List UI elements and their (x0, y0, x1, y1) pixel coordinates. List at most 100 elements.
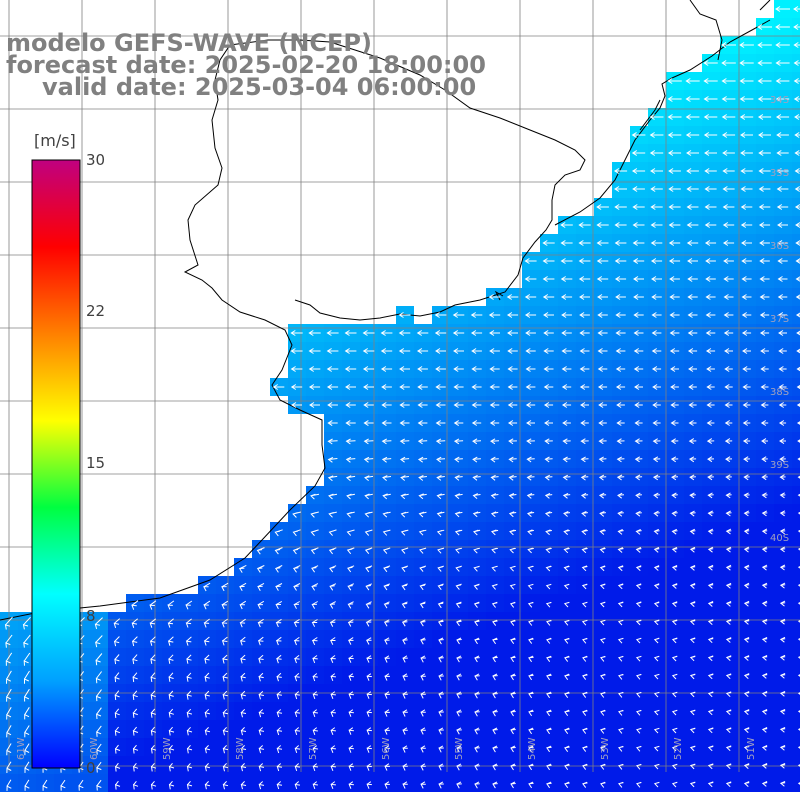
wind-arrow (688, 420, 697, 426)
wind-arrow (204, 745, 211, 754)
wind-arrow (599, 619, 606, 626)
wind-arrow (168, 708, 174, 718)
wind-arrow (668, 258, 681, 264)
wind-arrow (707, 709, 714, 716)
wind-arrow (436, 529, 445, 536)
wind-arrow (759, 294, 770, 300)
wind-arrow (600, 745, 606, 752)
wind-arrow (615, 384, 626, 390)
wind-arrow (668, 222, 681, 228)
wind-arrow (149, 636, 156, 646)
wind-arrow (779, 474, 786, 481)
wind-arrow (653, 763, 660, 770)
wind-arrow (649, 114, 664, 120)
wind-arrow (742, 402, 751, 408)
wind-arrow (276, 727, 283, 736)
wind-arrow (509, 601, 516, 608)
wind-arrow (348, 763, 354, 771)
wind-arrow (292, 529, 301, 537)
wind-arrow (706, 438, 715, 445)
wind-arrow (114, 744, 121, 754)
wind-arrow (667, 114, 682, 120)
wind-arrow (345, 456, 356, 463)
wind-arrow (401, 565, 409, 573)
wind-arrow (509, 547, 516, 554)
wind-arrow (779, 726, 786, 733)
wind-arrow (204, 654, 210, 664)
wind-arrow (725, 709, 732, 716)
wind-arrow (401, 583, 408, 591)
wind-arrow (777, 276, 788, 282)
wind-arrow (506, 312, 519, 318)
longitude-label: 52W (673, 737, 684, 760)
wind-arrow (759, 312, 770, 318)
wind-arrow (6, 761, 12, 774)
wind-arrow (114, 726, 121, 736)
wind-arrow (256, 565, 265, 573)
wind-speed-cell (792, 432, 800, 450)
wind-arrow (311, 565, 319, 573)
wind-arrow (722, 222, 735, 228)
wind-arrow (668, 240, 681, 246)
wind-arrow (420, 637, 426, 645)
wind-arrow (491, 601, 498, 608)
wind-arrow (474, 691, 480, 699)
wind-arrow (492, 619, 498, 626)
wind-arrow (294, 709, 301, 718)
wind-arrow (78, 779, 84, 791)
wind-arrow (525, 348, 536, 354)
wind-arrow (222, 708, 229, 718)
wind-arrow (636, 763, 642, 770)
wind-arrow (276, 709, 283, 718)
wind-arrow (492, 673, 498, 681)
wind-arrow (703, 132, 718, 138)
wind-arrow (757, 78, 772, 84)
wind-arrow (274, 565, 283, 573)
wind-arrow (703, 60, 718, 66)
wind-arrow (616, 420, 625, 426)
wind-arrow (543, 330, 554, 336)
wind-arrow (344, 330, 357, 336)
wind-arrow (311, 619, 318, 627)
wind-arrow (526, 420, 535, 426)
wind-arrow (366, 691, 372, 699)
wind-arrow (348, 727, 354, 735)
wind-arrow (633, 348, 644, 354)
wind-arrow (347, 619, 354, 627)
wind-arrow (330, 655, 336, 663)
wind-arrow (689, 492, 696, 499)
wind-arrow (581, 529, 588, 535)
wind-arrow (795, 276, 800, 282)
wind-arrow (435, 438, 446, 445)
wind-arrow (669, 330, 680, 336)
wind-arrow (132, 672, 138, 683)
wind-arrow (564, 781, 570, 788)
wind-arrow (634, 402, 643, 408)
wind-arrow (668, 168, 681, 174)
wind-arrow (743, 781, 750, 787)
wind-speed-cell (792, 594, 800, 612)
wind-arrow (652, 420, 661, 426)
wind-arrow (635, 510, 642, 517)
wind-arrow (456, 673, 462, 681)
wind-arrow (635, 619, 642, 626)
wind-arrow (528, 763, 534, 771)
wind-arrow (616, 438, 625, 445)
wind-arrow (671, 745, 678, 752)
wind-arrow (779, 654, 786, 661)
wind-arrow (686, 168, 699, 174)
wind-arrow (274, 529, 283, 537)
wind-arrow (797, 493, 800, 497)
wind-arrow (671, 601, 678, 607)
wind-arrow (651, 330, 662, 336)
wind-arrow (310, 493, 320, 500)
wind-arrow (363, 438, 374, 445)
wind-arrow (204, 672, 210, 682)
wind-arrow (437, 583, 444, 591)
wind-arrow (689, 510, 696, 517)
wind-arrow (528, 673, 534, 681)
wind-arrow (563, 601, 570, 608)
wind-arrow (598, 438, 607, 445)
wind-arrow (525, 330, 536, 336)
wind-arrow (546, 655, 552, 662)
